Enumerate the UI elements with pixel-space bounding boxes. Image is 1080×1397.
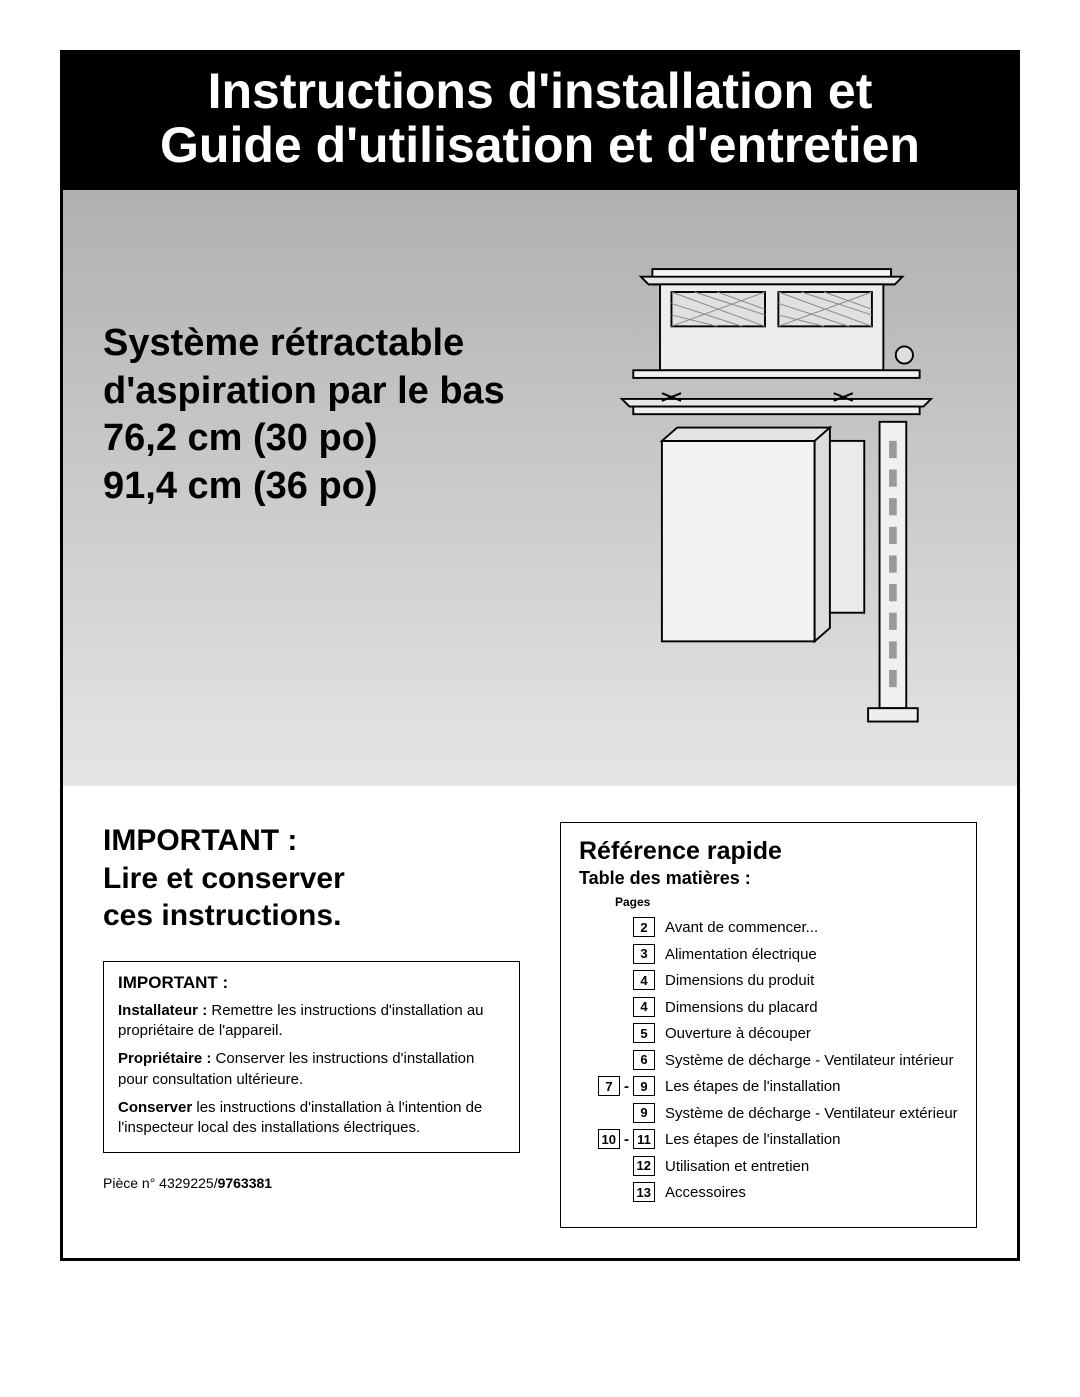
toc-row: 4 Dimensions du placard — [579, 997, 958, 1018]
hero-line-2: d'aspiration par le bas — [103, 368, 546, 416]
reference-box: Référence rapide Table des matières : Pa… — [560, 822, 977, 1228]
toc-item-text: Dimensions du produit — [665, 970, 814, 991]
toc-item-text: Système de décharge - Ventilateur intéri… — [665, 1050, 954, 1071]
important-heading: IMPORTANT : Lire et conserver ces instru… — [103, 822, 520, 935]
page-number-box: 4 — [633, 970, 655, 990]
toc-page-cell: 3 — [579, 944, 665, 964]
toc-list: 2 Avant de commencer... 3 Alimentation élec… — [579, 917, 958, 1203]
page-number-box: 2 — [633, 917, 655, 937]
reference-title: Référence rapide — [579, 837, 958, 866]
toc-row: 4 Dimensions du produit — [579, 970, 958, 991]
right-column: Référence rapide Table des matières : Pa… — [560, 822, 977, 1228]
title-line-2: Guide d'utilisation et d'entretien — [83, 118, 997, 172]
toc-row: 2 Avant de commencer... — [579, 917, 958, 938]
toc-item-text: Les étapes de l'installation — [665, 1129, 840, 1150]
toc-row: 6 Système de décharge - Ventilateur intér… — [579, 1050, 958, 1071]
installer-bold: Installateur : — [118, 1002, 207, 1019]
toc-item-text: Dimensions du placard — [665, 997, 818, 1018]
important-heading-line-2: Lire et conserver — [103, 860, 520, 898]
toc-item-text: Les étapes de l'installation — [665, 1076, 840, 1097]
toc-row: 12 Utilisation et entretien — [579, 1156, 958, 1177]
toc-item-text: Utilisation et entretien — [665, 1156, 809, 1177]
pages-label: Pages — [615, 895, 958, 909]
toc-item-text: Alimentation électrique — [665, 944, 817, 965]
toc-page-cell: 4 — [579, 997, 665, 1017]
toc-page-cell: 6 — [579, 1050, 665, 1070]
hero-line-4: 91,4 cm (36 po) — [103, 463, 546, 511]
important-box-title: IMPORTANT : — [118, 972, 505, 995]
lower-section: IMPORTANT : Lire et conserver ces instru… — [63, 786, 1017, 1258]
installer-note: Installateur : Remettre les instructions… — [118, 1001, 505, 1042]
hero-text: Système rétractable d'aspiration par le … — [103, 250, 546, 510]
toc-row: 3 Alimentation électrique — [579, 944, 958, 965]
part-number: Pièce n° 4329225/9763381 — [103, 1175, 520, 1191]
important-heading-line-3: ces instructions. — [103, 897, 520, 935]
toc-page-cell: 7-9 — [579, 1076, 665, 1096]
product-illustration — [576, 250, 977, 746]
hero-line-3: 76,2 cm (30 po) — [103, 415, 546, 463]
title-line-1: Instructions d'installation et — [83, 64, 997, 118]
hero-line-1: Système rétractable — [103, 320, 546, 368]
toc-row: 7-9Les étapes de l'installation — [579, 1076, 958, 1097]
toc-page-cell: 5 — [579, 1023, 665, 1043]
owner-bold: Propriétaire : — [118, 1050, 211, 1067]
part-bold: 9763381 — [218, 1175, 273, 1191]
document-frame: Instructions d'installation et Guide d'u… — [60, 50, 1020, 1261]
page-number-box: 6 — [633, 1050, 655, 1070]
toc-page-cell: 13 — [579, 1182, 665, 1202]
left-column: IMPORTANT : Lire et conserver ces instru… — [103, 822, 520, 1191]
hero-section: Système rétractable d'aspiration par le … — [63, 190, 1017, 786]
page-number-box: 5 — [633, 1023, 655, 1043]
page-number-box: 10 — [598, 1129, 620, 1149]
toc-item-text: Système de décharge - Ventilateur extéri… — [665, 1103, 958, 1124]
toc-item-text: Accessoires — [665, 1182, 746, 1203]
toc-item-text: Avant de commencer... — [665, 917, 818, 938]
reference-subtitle: Table des matières : — [579, 868, 958, 889]
page-range-dash: - — [624, 1131, 629, 1148]
page-number-box: 3 — [633, 944, 655, 964]
page-number-box: 4 — [633, 997, 655, 1017]
page-range-dash: - — [624, 1078, 629, 1095]
keep-note: Conserver les instructions d'installatio… — [118, 1098, 505, 1139]
keep-bold: Conserver — [118, 1099, 192, 1116]
owner-note: Propriétaire : Conserver les instruction… — [118, 1049, 505, 1090]
toc-item-text: Ouverture à découper — [665, 1023, 811, 1044]
page-number-box: 9 — [633, 1076, 655, 1096]
toc-row: 10-11Les étapes de l'installation — [579, 1129, 958, 1150]
part-prefix: Pièce n° 4329225/ — [103, 1175, 218, 1191]
toc-row: 9 Système de décharge - Ventilateur extér… — [579, 1103, 958, 1124]
page-number-box: 13 — [633, 1182, 655, 1202]
important-box: IMPORTANT : Installateur : Remettre les … — [103, 961, 520, 1153]
page-number-box: 7 — [598, 1076, 620, 1096]
toc-page-cell: 12 — [579, 1156, 665, 1176]
important-heading-line-1: IMPORTANT : — [103, 822, 520, 860]
page-number-box: 12 — [633, 1156, 655, 1176]
page-number-box: 9 — [633, 1103, 655, 1123]
toc-page-cell: 2 — [579, 917, 665, 937]
toc-page-cell: 10-11 — [579, 1129, 665, 1149]
title-banner: Instructions d'installation et Guide d'u… — [63, 50, 1017, 190]
toc-page-cell: 9 — [579, 1103, 665, 1123]
page-number-box: 11 — [633, 1129, 655, 1149]
toc-row: 13 Accessoires — [579, 1182, 958, 1203]
toc-page-cell: 4 — [579, 970, 665, 990]
toc-row: 5 Ouverture à découper — [579, 1023, 958, 1044]
